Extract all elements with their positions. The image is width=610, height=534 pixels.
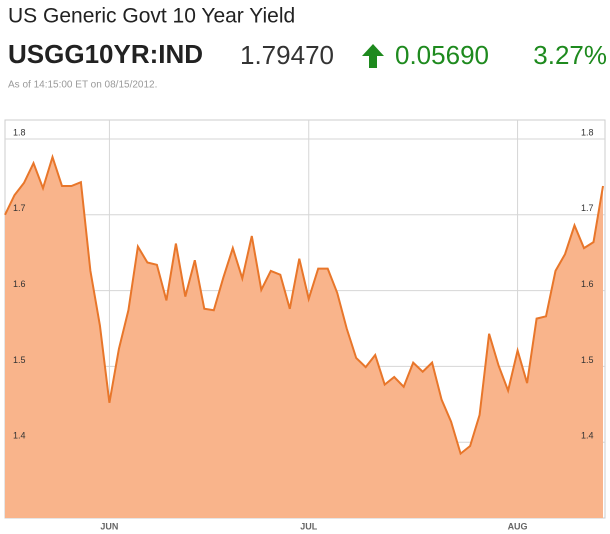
y-tick-label: 1.7	[13, 203, 26, 213]
line	[4, 153, 604, 456]
timestamp: As of 14:15:00 ET on 08/15/2012.	[8, 80, 157, 91]
percent: 3.27%	[533, 40, 607, 70]
y-tick-label: 1.8	[13, 127, 26, 137]
change: 0.05690	[395, 40, 489, 70]
y-tick-label-right: 1.6	[581, 279, 594, 289]
up-arrow	[362, 44, 384, 68]
y-tick-label-right: 1.8	[581, 127, 594, 137]
y-tick-label-right: 1.7	[581, 203, 594, 213]
y-tick-label: 1.4	[13, 431, 26, 441]
price: 1.79470	[240, 40, 334, 70]
symbol: USGG10YR:IND	[8, 39, 203, 69]
y-tick-label-right: 1.4	[581, 431, 594, 441]
title: US Generic Govt 10 Year Yield	[8, 5, 295, 28]
x-tick-label: JUN	[100, 521, 118, 531]
x-tick-label: AUG	[508, 521, 528, 531]
area-fill	[5, 157, 603, 518]
y-tick-label: 1.5	[13, 355, 26, 365]
x-tick-label: JUL	[300, 521, 318, 531]
y-tick-label-right: 1.5	[581, 355, 594, 365]
y-tick-label: 1.6	[13, 279, 26, 289]
